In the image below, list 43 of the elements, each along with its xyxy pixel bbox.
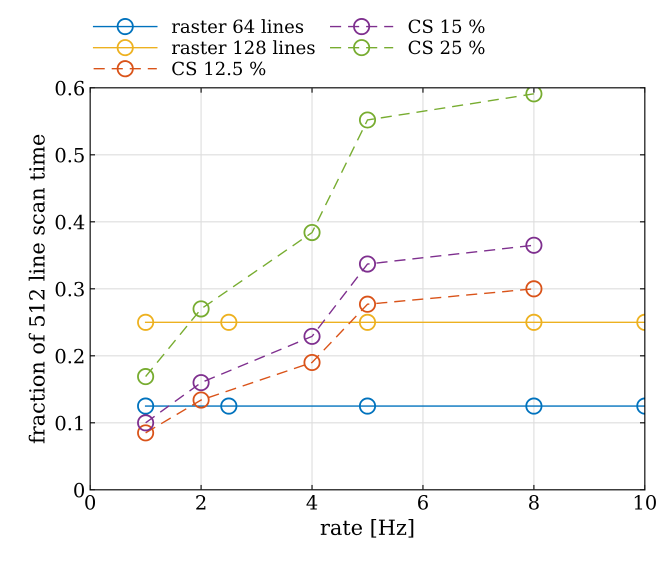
y-tick-label: 0.4: [56, 214, 84, 230]
point: [137, 398, 154, 415]
point: [525, 280, 542, 298]
point: [137, 368, 154, 386]
point: [220, 314, 238, 331]
point: [303, 224, 321, 242]
point: [525, 88, 542, 102]
point: [303, 354, 321, 372]
x-tick-label: 2: [196, 495, 206, 510]
point: [358, 314, 376, 331]
x-tick-label: 6: [418, 495, 428, 510]
y-tick-label: 0.1: [56, 416, 83, 430]
legend-label: CS 25 %: [408, 40, 484, 54]
point: [525, 236, 542, 254]
legend-label: raster 64 lines: [172, 19, 304, 34]
x-tick-label: 8: [529, 495, 539, 510]
point: [137, 314, 154, 331]
y-tick-label: 0.2: [56, 348, 84, 364]
legend-label: raster 128 lines: [172, 40, 315, 54]
x-tick-label: 10: [634, 495, 656, 510]
point: [192, 391, 210, 409]
y-tick-label: 0.6: [56, 80, 84, 96]
y-tick-label: 0.3: [56, 282, 84, 296]
point: [303, 328, 321, 345]
point: [358, 296, 376, 313]
point: [525, 398, 542, 415]
point: [192, 374, 210, 392]
y-tick-label: 0.5: [56, 148, 84, 162]
point: [137, 414, 154, 432]
point: [525, 314, 542, 331]
point: [358, 255, 376, 273]
point: [358, 111, 376, 129]
legend-label: CS 15 %: [408, 19, 484, 34]
y-axis-title: fraction of 512 line scan time: [28, 134, 45, 444]
point: [220, 398, 238, 415]
legend-label: CS 12.5 %: [172, 62, 266, 76]
point: [192, 300, 210, 318]
x-axis-title: rate [Hz]: [320, 519, 414, 538]
x-tick-label: 0: [85, 495, 96, 510]
y-tick-label: 0: [74, 482, 84, 498]
point: [358, 398, 376, 415]
point: [137, 424, 154, 442]
x-tick-label: 4: [306, 495, 318, 510]
